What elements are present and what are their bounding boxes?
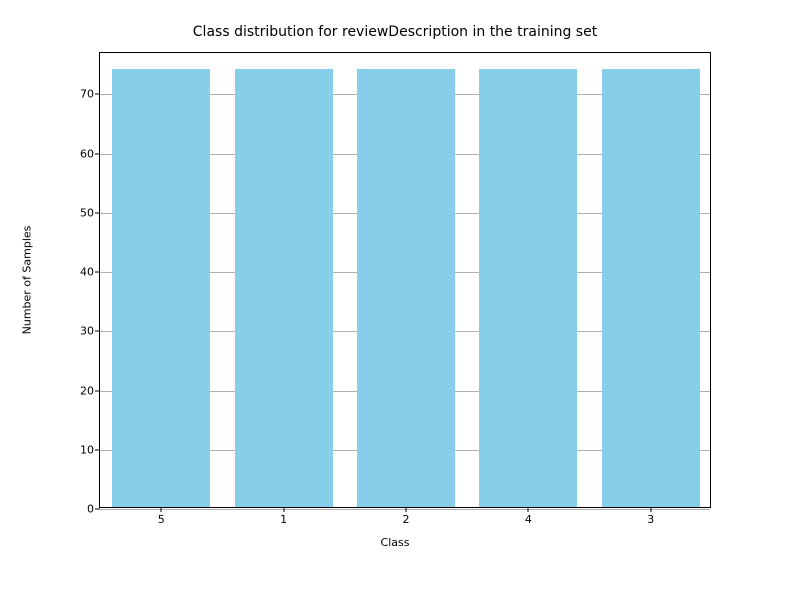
ytick-label: 50	[80, 206, 100, 219]
chart-title: Class distribution for reviewDescription…	[0, 24, 790, 40]
ytick-label: 10	[80, 443, 100, 456]
ytick-label: 30	[80, 325, 100, 338]
xtick-label: 2	[403, 507, 410, 526]
ytick-label: 0	[87, 503, 100, 516]
ytick-label: 40	[80, 266, 100, 279]
y-axis-label: Number of Samples	[21, 226, 34, 335]
chart-figure: Class distribution for reviewDescription…	[0, 0, 790, 590]
xtick-label: 4	[525, 507, 532, 526]
xtick-label: 1	[280, 507, 287, 526]
bar	[602, 69, 700, 507]
plot-area: 01020304050607051243	[99, 52, 711, 508]
ytick-label: 70	[80, 88, 100, 101]
bar	[479, 69, 577, 507]
bar	[235, 69, 333, 507]
ytick-label: 20	[80, 384, 100, 397]
xtick-label: 5	[158, 507, 165, 526]
x-axis-label: Class	[0, 536, 790, 549]
bar	[112, 69, 210, 507]
xtick-label: 3	[647, 507, 654, 526]
bar	[357, 69, 455, 507]
ytick-label: 60	[80, 147, 100, 160]
